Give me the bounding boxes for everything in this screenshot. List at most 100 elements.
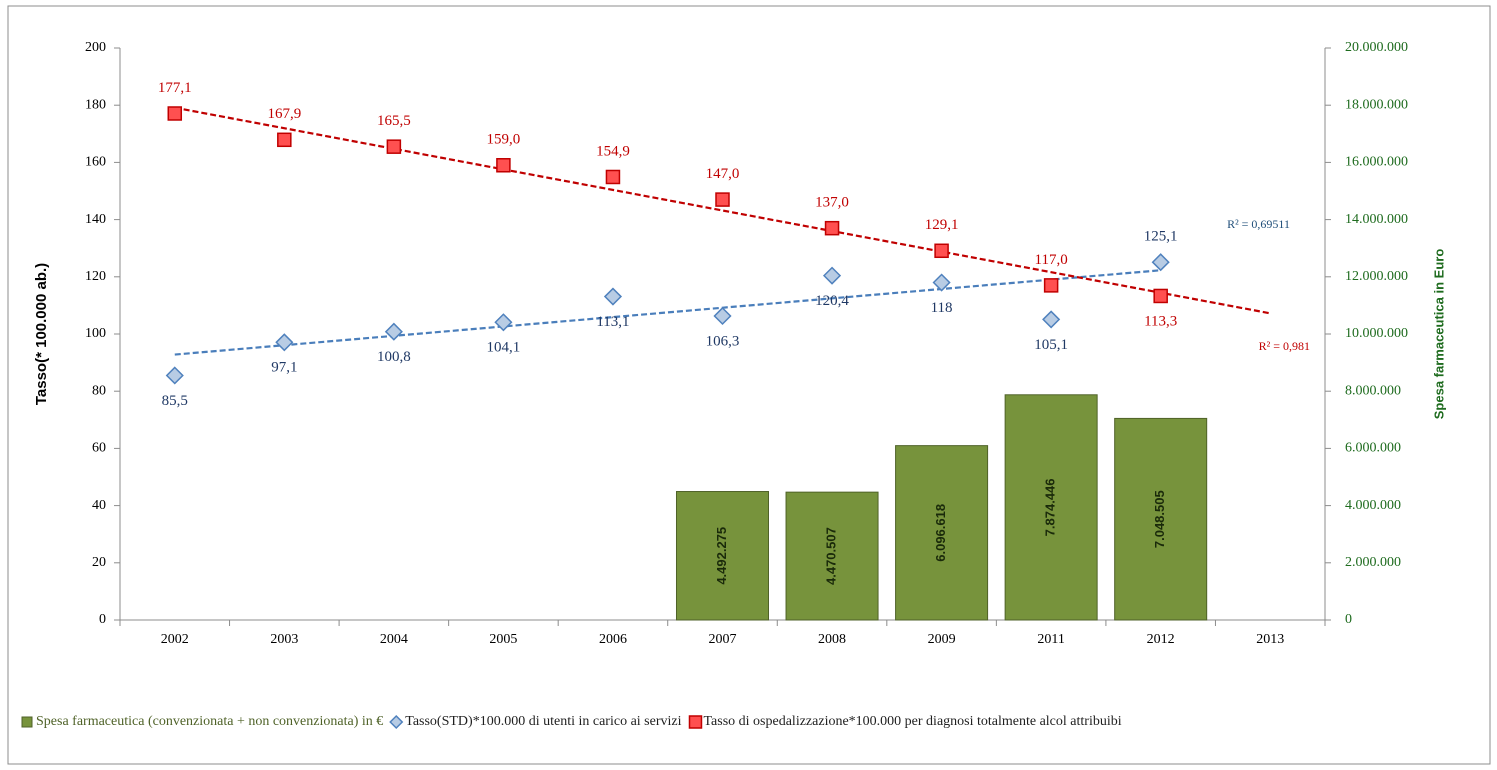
marker-square	[934, 243, 949, 259]
x-tick-label: 2011	[1037, 632, 1064, 647]
marker-square	[715, 192, 730, 207]
x-tick-label: 2008	[818, 632, 846, 647]
marker-diamond	[1042, 310, 1061, 329]
marker-square	[496, 158, 511, 173]
x-tick-label: 2013	[1256, 632, 1284, 647]
y2-axis-label: Spesa farmaceutica in Euro	[1431, 249, 1446, 420]
point-value-label: 159,0	[487, 132, 521, 148]
point-value-label: 125,1	[1144, 229, 1178, 245]
point-value-label: 97,1	[271, 360, 297, 376]
y2-tick-label: 20.000.000	[1345, 40, 1408, 55]
y-tick-label: 60	[92, 441, 106, 456]
y2-tick-label: 6.000.000	[1345, 441, 1401, 456]
y-tick-label: 180	[85, 97, 106, 112]
y2-tick-label: 2.000.000	[1345, 555, 1401, 570]
x-tick-label: 2007	[709, 632, 737, 647]
point-value-label: 85,5	[162, 393, 188, 409]
marker-diamond	[275, 333, 294, 352]
trendline	[174, 106, 1271, 315]
y2-tick-label: 0	[1345, 612, 1352, 627]
marker-square	[277, 132, 292, 148]
point-value-label: 113,3	[1144, 313, 1177, 329]
y2-tick-label: 12.000.000	[1345, 269, 1408, 284]
y-tick-label: 80	[92, 383, 106, 398]
bar	[675, 491, 770, 621]
x-tick-label: 2009	[928, 632, 956, 647]
x-tick-label: 2003	[270, 632, 298, 647]
bar-value-label: 7.874.446	[1043, 478, 1058, 536]
bar-value-label: 7.048.505	[1152, 490, 1167, 548]
legend-label: Spesa farmaceutica (convenzionata + non …	[36, 714, 383, 729]
point-value-label: 137,0	[815, 195, 849, 211]
legend-label: Tasso(STD)*100.000 di utenti in carico a…	[405, 714, 681, 729]
marker-square	[605, 169, 621, 185]
y-tick-label: 140	[85, 212, 106, 227]
bar-value-label: 6.096.618	[933, 504, 948, 562]
marker-square	[1043, 278, 1059, 293]
marker-square	[824, 220, 840, 236]
legend-item: Tasso(STD)*100.000 di utenti in carico a…	[389, 714, 682, 730]
marker-diamond	[932, 273, 951, 292]
legend-swatch	[688, 715, 703, 729]
x-tick-label: 2005	[489, 632, 517, 647]
marker-diamond	[1151, 253, 1170, 272]
point-value-label: 118	[931, 300, 953, 316]
marker-diamond	[384, 322, 403, 341]
point-value-label: 177,1	[158, 80, 192, 96]
point-value-label: 165,5	[377, 113, 411, 129]
marker-diamond	[822, 266, 842, 285]
y2-tick-label: 18.000.000	[1345, 97, 1408, 112]
bar	[895, 445, 989, 621]
marker-diamond	[494, 313, 513, 332]
trendline-label: R² = 0,981	[1259, 339, 1310, 353]
point-value-label: 129,1	[925, 217, 959, 233]
bar-value-label: 4.492.275	[714, 527, 729, 585]
point-value-label: 104,1	[487, 340, 521, 356]
trendline-label: R² = 0,69511	[1227, 217, 1290, 231]
point-value-label: 154,9	[596, 143, 630, 159]
x-tick-label: 2012	[1147, 632, 1175, 647]
y2-tick-label: 10.000.000	[1345, 326, 1408, 341]
x-tick-label: 2006	[599, 632, 627, 647]
marker-square	[1153, 288, 1168, 304]
y-tick-label: 100	[85, 326, 106, 341]
bar	[785, 491, 879, 621]
y2-tick-label: 16.000.000	[1345, 155, 1408, 170]
y-tick-label: 20	[92, 555, 106, 570]
y2-tick-label: 14.000.000	[1345, 212, 1408, 227]
x-tick-label: 2004	[380, 632, 408, 647]
marker-diamond	[603, 287, 623, 306]
point-value-label: 105,1	[1034, 337, 1068, 353]
legend-item: Tasso di ospedalizzazione*100.000 per di…	[688, 714, 1122, 729]
legend-swatch	[21, 716, 33, 728]
legend-item: Spesa farmaceutica (convenzionata + non …	[21, 714, 383, 729]
x-tick-label: 2002	[161, 632, 189, 647]
legend-swatch	[389, 714, 404, 730]
y-tick-label: 40	[92, 498, 106, 513]
point-value-label: 106,3	[706, 333, 740, 349]
bar-value-label: 4.470.507	[823, 527, 838, 585]
y-tick-label: 0	[99, 612, 106, 627]
marker-diamond	[165, 366, 184, 385]
y-axis-label: Tasso(* 100.000 ab.)	[33, 263, 50, 405]
y2-tick-label: 4.000.000	[1345, 498, 1401, 513]
y2-tick-label: 8.000.000	[1345, 383, 1401, 398]
legend-label: Tasso di ospedalizzazione*100.000 per di…	[703, 714, 1121, 729]
marker-diamond	[713, 306, 732, 326]
point-value-label: 120,4	[815, 293, 849, 309]
y-tick-label: 120	[85, 269, 106, 284]
bar	[1004, 394, 1098, 621]
y-tick-label: 160	[85, 155, 106, 170]
point-value-label: 167,9	[267, 106, 301, 122]
bar	[1114, 417, 1208, 621]
marker-square	[386, 139, 402, 154]
point-value-label: 113,1	[596, 314, 629, 330]
trendline	[174, 269, 1161, 356]
point-value-label: 147,0	[706, 166, 740, 182]
chart-border	[7, 5, 1491, 765]
point-value-label: 117,0	[1035, 252, 1068, 268]
marker-square	[167, 106, 183, 121]
y-tick-label: 200	[85, 40, 106, 55]
point-value-label: 100,8	[377, 349, 411, 365]
